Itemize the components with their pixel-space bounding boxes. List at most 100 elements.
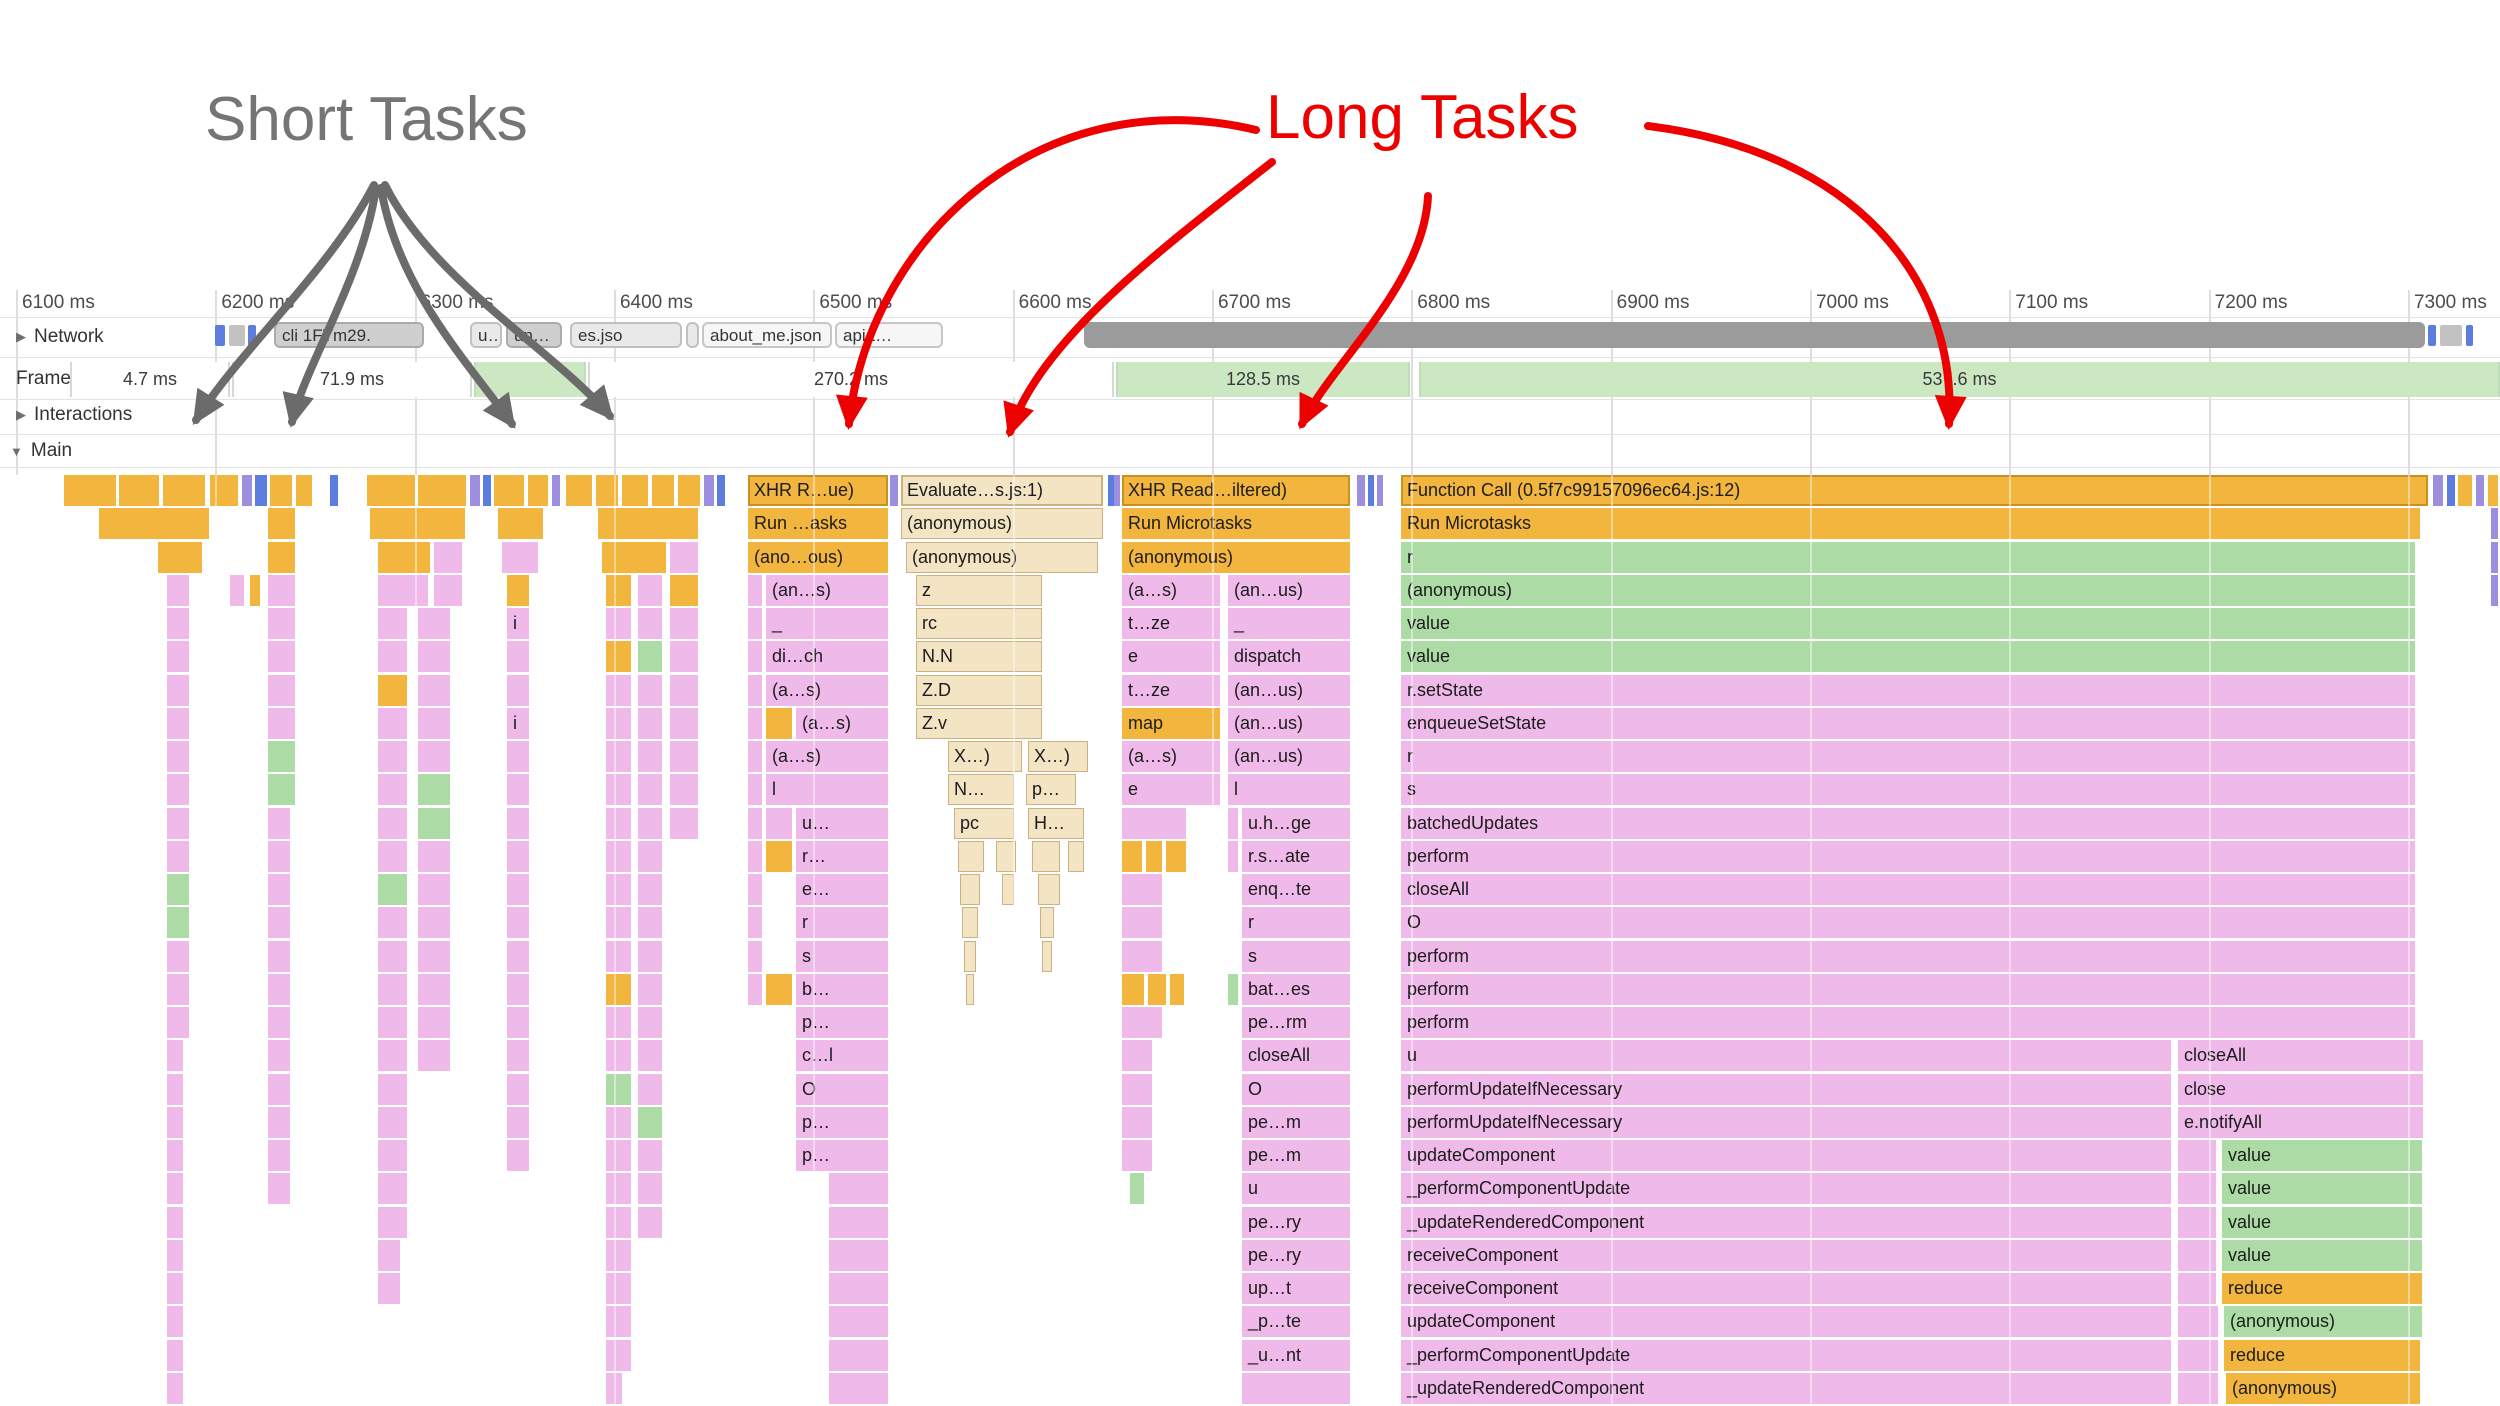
flame-bar[interactable]: r (1401, 741, 2415, 772)
flame-bar-fragment[interactable] (829, 1206, 888, 1238)
flame-bar-fragment[interactable] (378, 1273, 400, 1304)
flame-bar-fragment[interactable] (64, 475, 116, 506)
flame-bar-fragment[interactable] (1068, 840, 1084, 872)
flame-bar[interactable]: _u…nt (1242, 1339, 1350, 1371)
flame-bar[interactable]: (anonymous) (1122, 541, 1350, 573)
flame-bar-fragment[interactable] (507, 741, 529, 772)
flame-bar-fragment[interactable] (2178, 1140, 2216, 1171)
flame-bar-fragment[interactable] (167, 1339, 183, 1371)
flame-bar[interactable]: t…ze (1122, 608, 1220, 639)
flame-bar-fragment[interactable] (606, 574, 631, 606)
flame-bar[interactable]: (a…s) (796, 707, 888, 739)
flame-bar-fragment[interactable] (1122, 1007, 1162, 1038)
flame-bar-fragment[interactable] (210, 475, 238, 506)
flame-bar-fragment[interactable] (670, 674, 698, 706)
flame-bar-fragment[interactable] (1228, 840, 1238, 872)
flame-bar-fragment[interactable] (507, 874, 529, 905)
flame-bar-fragment[interactable] (606, 1073, 631, 1105)
flame-bar-fragment[interactable] (167, 707, 189, 739)
flame-bar-fragment[interactable] (1040, 907, 1054, 939)
flame-bar-fragment[interactable] (638, 973, 662, 1005)
flame-bar-fragment[interactable] (1122, 1040, 1152, 1072)
flame-bar-fragment[interactable] (528, 475, 548, 506)
flame-bar-fragment[interactable] (418, 674, 450, 706)
flame-bar-fragment[interactable] (378, 940, 407, 972)
flame-bar-fragment[interactable] (268, 674, 295, 706)
flame-bar-fragment[interactable] (766, 807, 792, 839)
flame-bar-fragment[interactable] (2178, 1372, 2218, 1404)
flame-bar-fragment[interactable] (418, 973, 450, 1005)
flame-bar-fragment[interactable] (766, 840, 792, 872)
flame-bar-fragment[interactable] (378, 907, 407, 939)
flame-bar-fragment[interactable] (670, 641, 698, 673)
flame-bar-fragment[interactable] (2178, 1206, 2216, 1238)
flame-bar-fragment[interactable] (167, 608, 189, 639)
flame-bar-fragment[interactable] (507, 807, 529, 839)
flame-bar-fragment[interactable] (507, 1007, 529, 1038)
flame-bar-fragment[interactable] (1377, 475, 1383, 506)
disclosure-triangle-icon[interactable]: ▶ (16, 329, 26, 344)
flame-bar-fragment[interactable] (766, 707, 792, 739)
flame-bar-fragment[interactable] (1242, 1372, 1350, 1404)
flame-bar-fragment[interactable] (606, 641, 631, 673)
flame-bar[interactable]: Run …asks (748, 508, 888, 540)
flame-bar-fragment[interactable] (418, 641, 450, 673)
flame-bar-fragment[interactable] (268, 1173, 290, 1205)
flame-bar-fragment[interactable] (2447, 475, 2455, 506)
network-tick[interactable] (215, 325, 225, 346)
flame-bar[interactable]: closeAll (1401, 874, 2415, 905)
network-request-bar[interactable]: cli 1FTm29. (274, 322, 424, 348)
flame-bar[interactable]: close (2178, 1073, 2423, 1105)
flame-bar[interactable]: p… (796, 1140, 888, 1171)
flame-bar-fragment[interactable] (606, 874, 631, 905)
flame-bar-fragment[interactable] (670, 774, 698, 806)
flame-bar-fragment[interactable] (1148, 973, 1166, 1005)
flame-bar-fragment[interactable] (1122, 940, 1162, 972)
flame-bar[interactable]: r… (796, 840, 888, 872)
flame-bar[interactable]: (anonymous) (2226, 1372, 2420, 1404)
flame-bar-fragment[interactable] (766, 973, 792, 1005)
flame-bar[interactable]: (ano…ous) (748, 541, 888, 573)
flame-bar-fragment[interactable] (678, 475, 700, 506)
flame-bar-fragment[interactable] (167, 940, 189, 972)
flame-bar-fragment[interactable] (1122, 807, 1186, 839)
flame-bar-fragment[interactable] (670, 574, 698, 606)
flame-bar-fragment[interactable] (167, 1140, 183, 1171)
flame-bar-fragment[interactable] (378, 741, 407, 772)
flame-bar-fragment[interactable] (966, 973, 974, 1005)
flame-bar[interactable]: (anonymous) (1401, 574, 2415, 606)
flame-bar-fragment[interactable] (704, 475, 714, 506)
flame-bar-fragment[interactable] (606, 1040, 631, 1072)
flame-bar[interactable]: X…) (948, 741, 1022, 772)
flame-bar-fragment[interactable] (99, 508, 209, 540)
flame-bar-fragment[interactable] (638, 774, 662, 806)
flame-bar-fragment[interactable] (652, 475, 674, 506)
flame-bar[interactable]: e (1122, 641, 1220, 673)
flame-bar-fragment[interactable] (434, 541, 462, 573)
flame-bar-fragment[interactable] (1228, 807, 1238, 839)
flame-bar-fragment[interactable] (268, 1007, 290, 1038)
flame-bar-fragment[interactable] (1122, 1073, 1152, 1105)
flame-bar-fragment[interactable] (378, 541, 430, 573)
flame-bar[interactable]: _ (1228, 608, 1350, 639)
flame-bar-fragment[interactable] (748, 907, 762, 939)
frame-box[interactable] (474, 362, 586, 397)
flame-bar-fragment[interactable] (167, 774, 189, 806)
flame-bar-fragment[interactable] (507, 1140, 529, 1171)
flame-bar[interactable]: Run Microtasks (1401, 508, 2420, 540)
flame-bar-fragment[interactable] (566, 475, 592, 506)
flame-bar[interactable]: s (1242, 940, 1350, 972)
flame-bar-fragment[interactable] (418, 741, 450, 772)
flame-bar-fragment[interactable] (255, 475, 267, 506)
flame-bar-fragment[interactable] (638, 574, 662, 606)
flame-bar[interactable]: pe…ry (1242, 1239, 1350, 1271)
frame-box[interactable]: 270.2 ms (588, 362, 1114, 397)
flame-bar-fragment[interactable] (167, 1106, 183, 1138)
flame-bar-fragment[interactable] (748, 840, 762, 872)
flame-bar[interactable]: XHR R…ue) (748, 475, 888, 506)
flame-bar-fragment[interactable] (890, 475, 898, 506)
flame-bar-fragment[interactable] (2488, 475, 2498, 506)
flame-bar[interactable]: z (916, 574, 1042, 606)
flame-bar-fragment[interactable] (606, 707, 631, 739)
flame-bar-fragment[interactable] (507, 840, 529, 872)
